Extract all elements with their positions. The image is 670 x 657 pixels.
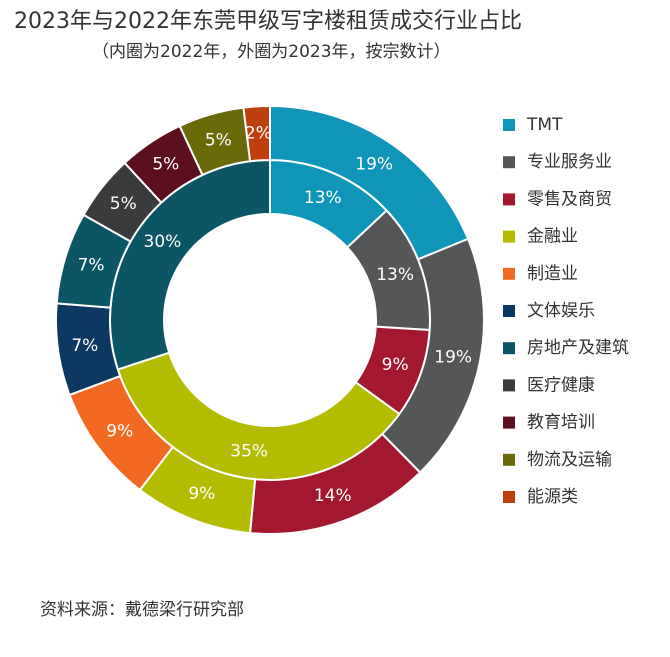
source-note: 资料来源：戴德梁行研究部 — [40, 600, 244, 620]
value-label: 9% — [106, 421, 133, 441]
value-label: 13% — [304, 188, 342, 208]
legend-label: 房地产及建筑 — [527, 338, 629, 358]
legend-swatch — [503, 156, 515, 169]
value-label: 5% — [110, 194, 137, 214]
value-label: 9% — [382, 355, 409, 375]
chart-title: 2023年与2022年东莞甲级写字楼租赁成交行业占比 — [14, 9, 522, 34]
legend-swatch — [503, 119, 515, 131]
value-label: 14% — [314, 486, 352, 506]
legend-label: 零售及商贸 — [527, 189, 612, 209]
legend-swatch — [503, 230, 515, 243]
legend-label: 医疗健康 — [527, 375, 595, 395]
chart-subtitle: （内圈为2022年，外圈为2023年，按宗数计） — [92, 42, 451, 62]
value-label: 5% — [205, 130, 232, 150]
legend-swatch — [503, 342, 515, 355]
legend-label: 教育培训 — [527, 413, 595, 433]
legend-swatch — [503, 379, 515, 392]
value-label: 9% — [188, 484, 215, 504]
legend-label: TMT — [526, 115, 563, 135]
value-label: 13% — [376, 265, 414, 285]
legend-swatch — [503, 453, 515, 466]
value-label: 2% — [245, 123, 272, 143]
value-label: 5% — [152, 155, 179, 175]
legend-label: 制造业 — [527, 264, 578, 284]
legend-label: 文体娱乐 — [527, 301, 595, 321]
value-label: 35% — [230, 441, 268, 461]
legend-label: 能源类 — [527, 487, 578, 507]
legend-swatch — [503, 193, 515, 206]
legend-swatch — [503, 491, 515, 503]
value-label: 19% — [355, 155, 393, 175]
value-label: 7% — [78, 256, 105, 276]
legend-label: 专业服务业 — [527, 152, 612, 172]
donut-slice — [242, 104, 271, 163]
legend-swatch — [503, 305, 515, 317]
value-label: 7% — [71, 336, 98, 356]
value-label: 19% — [434, 348, 472, 368]
legend-label: 物流及运输 — [527, 450, 612, 470]
legend-swatch — [503, 267, 515, 280]
legend-swatch — [503, 416, 515, 429]
value-label: 30% — [144, 232, 182, 252]
legend-label: 金融业 — [527, 227, 578, 247]
